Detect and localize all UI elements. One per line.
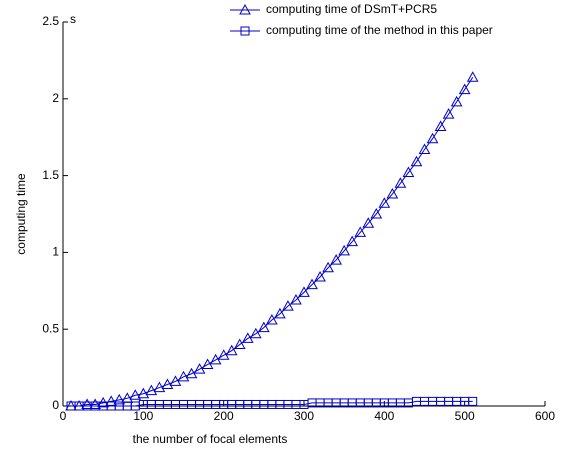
legend-label: computing time of the method in this pap… xyxy=(266,23,493,37)
x-tick-label: 500 xyxy=(455,409,475,423)
marker xyxy=(466,71,479,82)
marker xyxy=(370,207,383,219)
marker xyxy=(314,270,326,282)
marker xyxy=(113,393,126,405)
marker xyxy=(129,389,142,400)
x-tick-label: 0 xyxy=(60,409,67,423)
marker xyxy=(233,338,246,350)
marker xyxy=(105,395,118,406)
marker xyxy=(89,398,101,409)
y-tick-label: 0.5 xyxy=(42,321,59,335)
marker xyxy=(81,398,93,409)
x-tick-label: 400 xyxy=(374,409,394,423)
marker xyxy=(249,327,262,339)
marker xyxy=(418,143,431,154)
marker xyxy=(161,378,174,389)
marker xyxy=(306,278,318,290)
x-tick-label: 600 xyxy=(535,409,555,423)
marker xyxy=(330,254,342,265)
marker xyxy=(225,344,238,356)
marker xyxy=(298,286,310,297)
y-tick-label: 2 xyxy=(52,91,59,105)
x-tick-label: 300 xyxy=(294,409,314,423)
x-tick-label: 100 xyxy=(133,409,153,423)
marker xyxy=(354,226,367,237)
marker xyxy=(434,120,447,131)
y-unit: s xyxy=(70,12,76,26)
marker xyxy=(282,300,294,311)
marker xyxy=(240,26,250,36)
marker xyxy=(394,177,407,188)
x-tick-label: 200 xyxy=(214,409,234,423)
series-line xyxy=(71,400,473,407)
x-axis-label: the number of focal elements xyxy=(133,432,288,446)
marker xyxy=(410,155,423,167)
marker xyxy=(266,313,278,325)
marker xyxy=(137,387,150,399)
marker xyxy=(145,384,158,396)
marker xyxy=(338,244,351,256)
series-line xyxy=(71,77,474,407)
y-tick-label: 1 xyxy=(52,245,59,259)
marker xyxy=(442,108,455,119)
marker xyxy=(257,321,270,333)
marker xyxy=(177,370,190,382)
marker xyxy=(274,307,286,319)
marker xyxy=(386,188,399,199)
marker xyxy=(153,381,166,393)
marker xyxy=(290,293,302,305)
marker xyxy=(402,166,415,178)
y-tick-label: 1.5 xyxy=(42,168,59,182)
marker xyxy=(362,217,375,228)
y-tick-label: 0 xyxy=(52,398,59,412)
marker xyxy=(458,83,471,95)
legend-label: computing time of DSmT+PCR5 xyxy=(266,2,437,16)
marker xyxy=(322,261,334,273)
marker xyxy=(450,95,463,107)
marker xyxy=(239,3,251,15)
marker xyxy=(468,396,478,406)
marker xyxy=(426,132,439,144)
y-axis-label: computing time xyxy=(14,173,28,255)
y-tick-label: 2.5 xyxy=(42,14,59,28)
marker xyxy=(346,235,359,247)
marker xyxy=(378,197,391,208)
